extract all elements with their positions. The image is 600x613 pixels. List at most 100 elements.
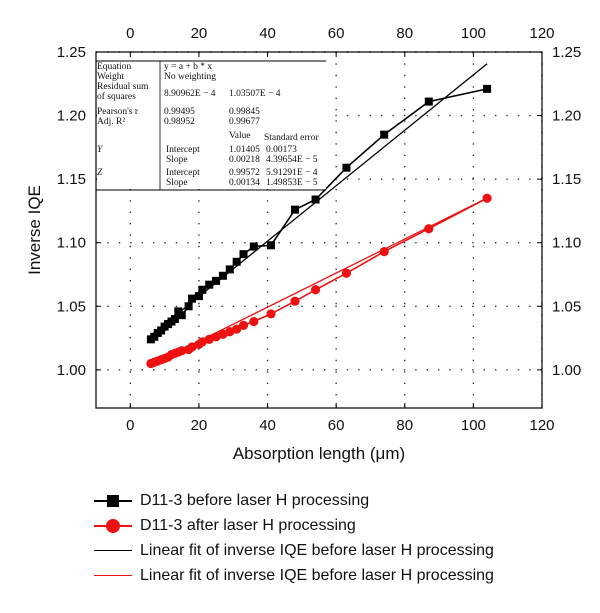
- plot-frame: [95, 51, 543, 409]
- table-cell: Z: [97, 168, 103, 178]
- x-tick-label: 0: [126, 417, 134, 434]
- data-point-square: [184, 302, 193, 311]
- data-point-square: [218, 271, 227, 280]
- x-axis-label: Absorption length (μm): [233, 444, 405, 463]
- x-tick-label-top: 60: [328, 25, 345, 42]
- data-point-square: [483, 84, 492, 93]
- y-tick-label: 1.15: [57, 171, 86, 188]
- y-tick-label-right: 1.25: [552, 44, 581, 61]
- table-cell: 4.39654E − 5: [266, 155, 318, 165]
- data-point-circle: [238, 320, 249, 330]
- fit-results-table: Equation y = a + b * x Weight No weighting R…: [96, 60, 326, 191]
- table-cell: 0.99677: [229, 117, 260, 127]
- table-cell: 0.98952: [164, 117, 195, 127]
- data-point-square: [225, 265, 234, 274]
- y-tick-label: 1.05: [57, 298, 86, 315]
- data-point-square: [212, 276, 221, 285]
- table-cell: 0.99495: [164, 107, 195, 117]
- data-series: [146, 84, 492, 369]
- y-tick-label-right: 1.05: [552, 298, 581, 315]
- x-tick-label: 80: [396, 417, 413, 434]
- red-line-icon: [90, 566, 136, 586]
- table-cell: 0.00173: [266, 145, 297, 155]
- table-cell: 5.91291E − 4: [266, 168, 318, 178]
- table-cell: Y: [97, 145, 104, 155]
- x-tick-label-top: 120: [529, 25, 554, 42]
- data-point-square: [177, 311, 186, 320]
- data-point-square: [249, 242, 258, 251]
- data-point-circle: [482, 193, 492, 203]
- x-tick-label: 60: [328, 417, 345, 434]
- table-cell: Slope: [166, 155, 188, 165]
- table-cell: 0.00218: [229, 155, 260, 165]
- y-tick-label-right: 1.10: [552, 235, 581, 252]
- circle-marker-icon: [90, 516, 136, 536]
- table-cell: Weight: [97, 72, 125, 82]
- data-point-square: [232, 257, 241, 266]
- y-tick-label-right: 1.00: [552, 362, 581, 379]
- data-point-square: [188, 294, 197, 303]
- table-cell: Pearson's r: [97, 107, 139, 117]
- table-cell: 0.99572: [229, 168, 260, 178]
- x-tick-label-top: 40: [259, 25, 276, 42]
- legend-item-after: D11-3 after laser H processing: [90, 513, 590, 538]
- chart-area: 0 0 20 20 40 40 60 60 80 80 100 100 120 120 1.00 1.00 1.…: [25, 25, 581, 463]
- data-point-square: [205, 280, 214, 289]
- legend: D11-3 before laser H processing D11-3 af…: [90, 488, 590, 588]
- data-point-square: [239, 250, 248, 259]
- table-cell: of squares: [97, 91, 136, 102]
- y-axis-label: Inverse IQE: [25, 185, 44, 275]
- table-cell: 0.00134: [229, 178, 260, 188]
- table-cell: No weighting: [164, 72, 216, 82]
- x-tick-label: 100: [461, 417, 486, 434]
- y-tick-label: 1.25: [57, 44, 86, 61]
- table-cell: y = a + b * x: [164, 62, 212, 72]
- table-header: Value: [229, 131, 251, 141]
- table-cell: Residual sum: [97, 82, 149, 92]
- table-cell: Slope: [166, 178, 188, 188]
- legend-label: Linear fit of inverse IQE before laser H…: [140, 566, 494, 584]
- legend-item-before: D11-3 before laser H processing: [90, 488, 590, 513]
- data-point-square: [170, 315, 179, 323]
- x-tick-label-top: 20: [191, 25, 208, 42]
- data-point-circle: [232, 324, 242, 334]
- y-tick-label: 1.20: [57, 108, 86, 125]
- fit-table-background: [97, 61, 326, 189]
- legend-item-fit-after: Linear fit of inverse IQE before laser H…: [90, 563, 590, 588]
- data-point-circle: [290, 296, 300, 306]
- data-point-circle: [424, 224, 434, 234]
- x-tick-label-top: 100: [461, 25, 486, 42]
- x-tick-label-top: 0: [126, 25, 134, 42]
- data-point-circle: [310, 285, 321, 295]
- data-point-square: [266, 241, 275, 250]
- square-marker-icon: [90, 491, 136, 511]
- y-tick-label: 1.00: [57, 362, 86, 379]
- table-header: Standard error: [264, 133, 319, 143]
- data-point-square: [198, 285, 207, 294]
- data-point-circle: [177, 346, 187, 356]
- black-line-icon: [90, 541, 136, 561]
- data-point-circle: [249, 316, 259, 327]
- table-cell: 0.99845: [229, 107, 260, 117]
- data-point-square: [311, 195, 320, 204]
- table-cell: Intercept: [166, 168, 200, 178]
- x-tick-label: 40: [259, 417, 276, 434]
- legend-item-fit-before: Linear fit of inverse IQE before laser H…: [90, 538, 590, 563]
- data-point-square: [424, 97, 433, 106]
- table-cell: Intercept: [166, 145, 200, 155]
- table-cell: 1.01405: [229, 145, 260, 155]
- y-tick-label-right: 1.20: [552, 108, 581, 125]
- table-cell: 1.03507E − 4: [229, 89, 281, 99]
- axis-ticks: 0 0 20 20 40 40 60 60 80 80 100 100 120 120 1.00 1.00 1.…: [57, 25, 581, 434]
- table-cell: Adj. R²: [97, 117, 125, 127]
- data-point-circle: [266, 309, 276, 319]
- legend-label: Linear fit of inverse IQE before laser H…: [140, 541, 494, 559]
- table-cell: 8.90962E − 4: [164, 89, 216, 99]
- x-tick-label-top: 80: [396, 25, 413, 42]
- data-point-square: [290, 205, 299, 214]
- data-point-square: [380, 130, 389, 139]
- data-point-circle: [379, 247, 389, 257]
- table-cell: Equation: [97, 62, 132, 72]
- x-tick-label: 20: [191, 417, 208, 434]
- legend-label: D11-3 after laser H processing: [140, 516, 356, 534]
